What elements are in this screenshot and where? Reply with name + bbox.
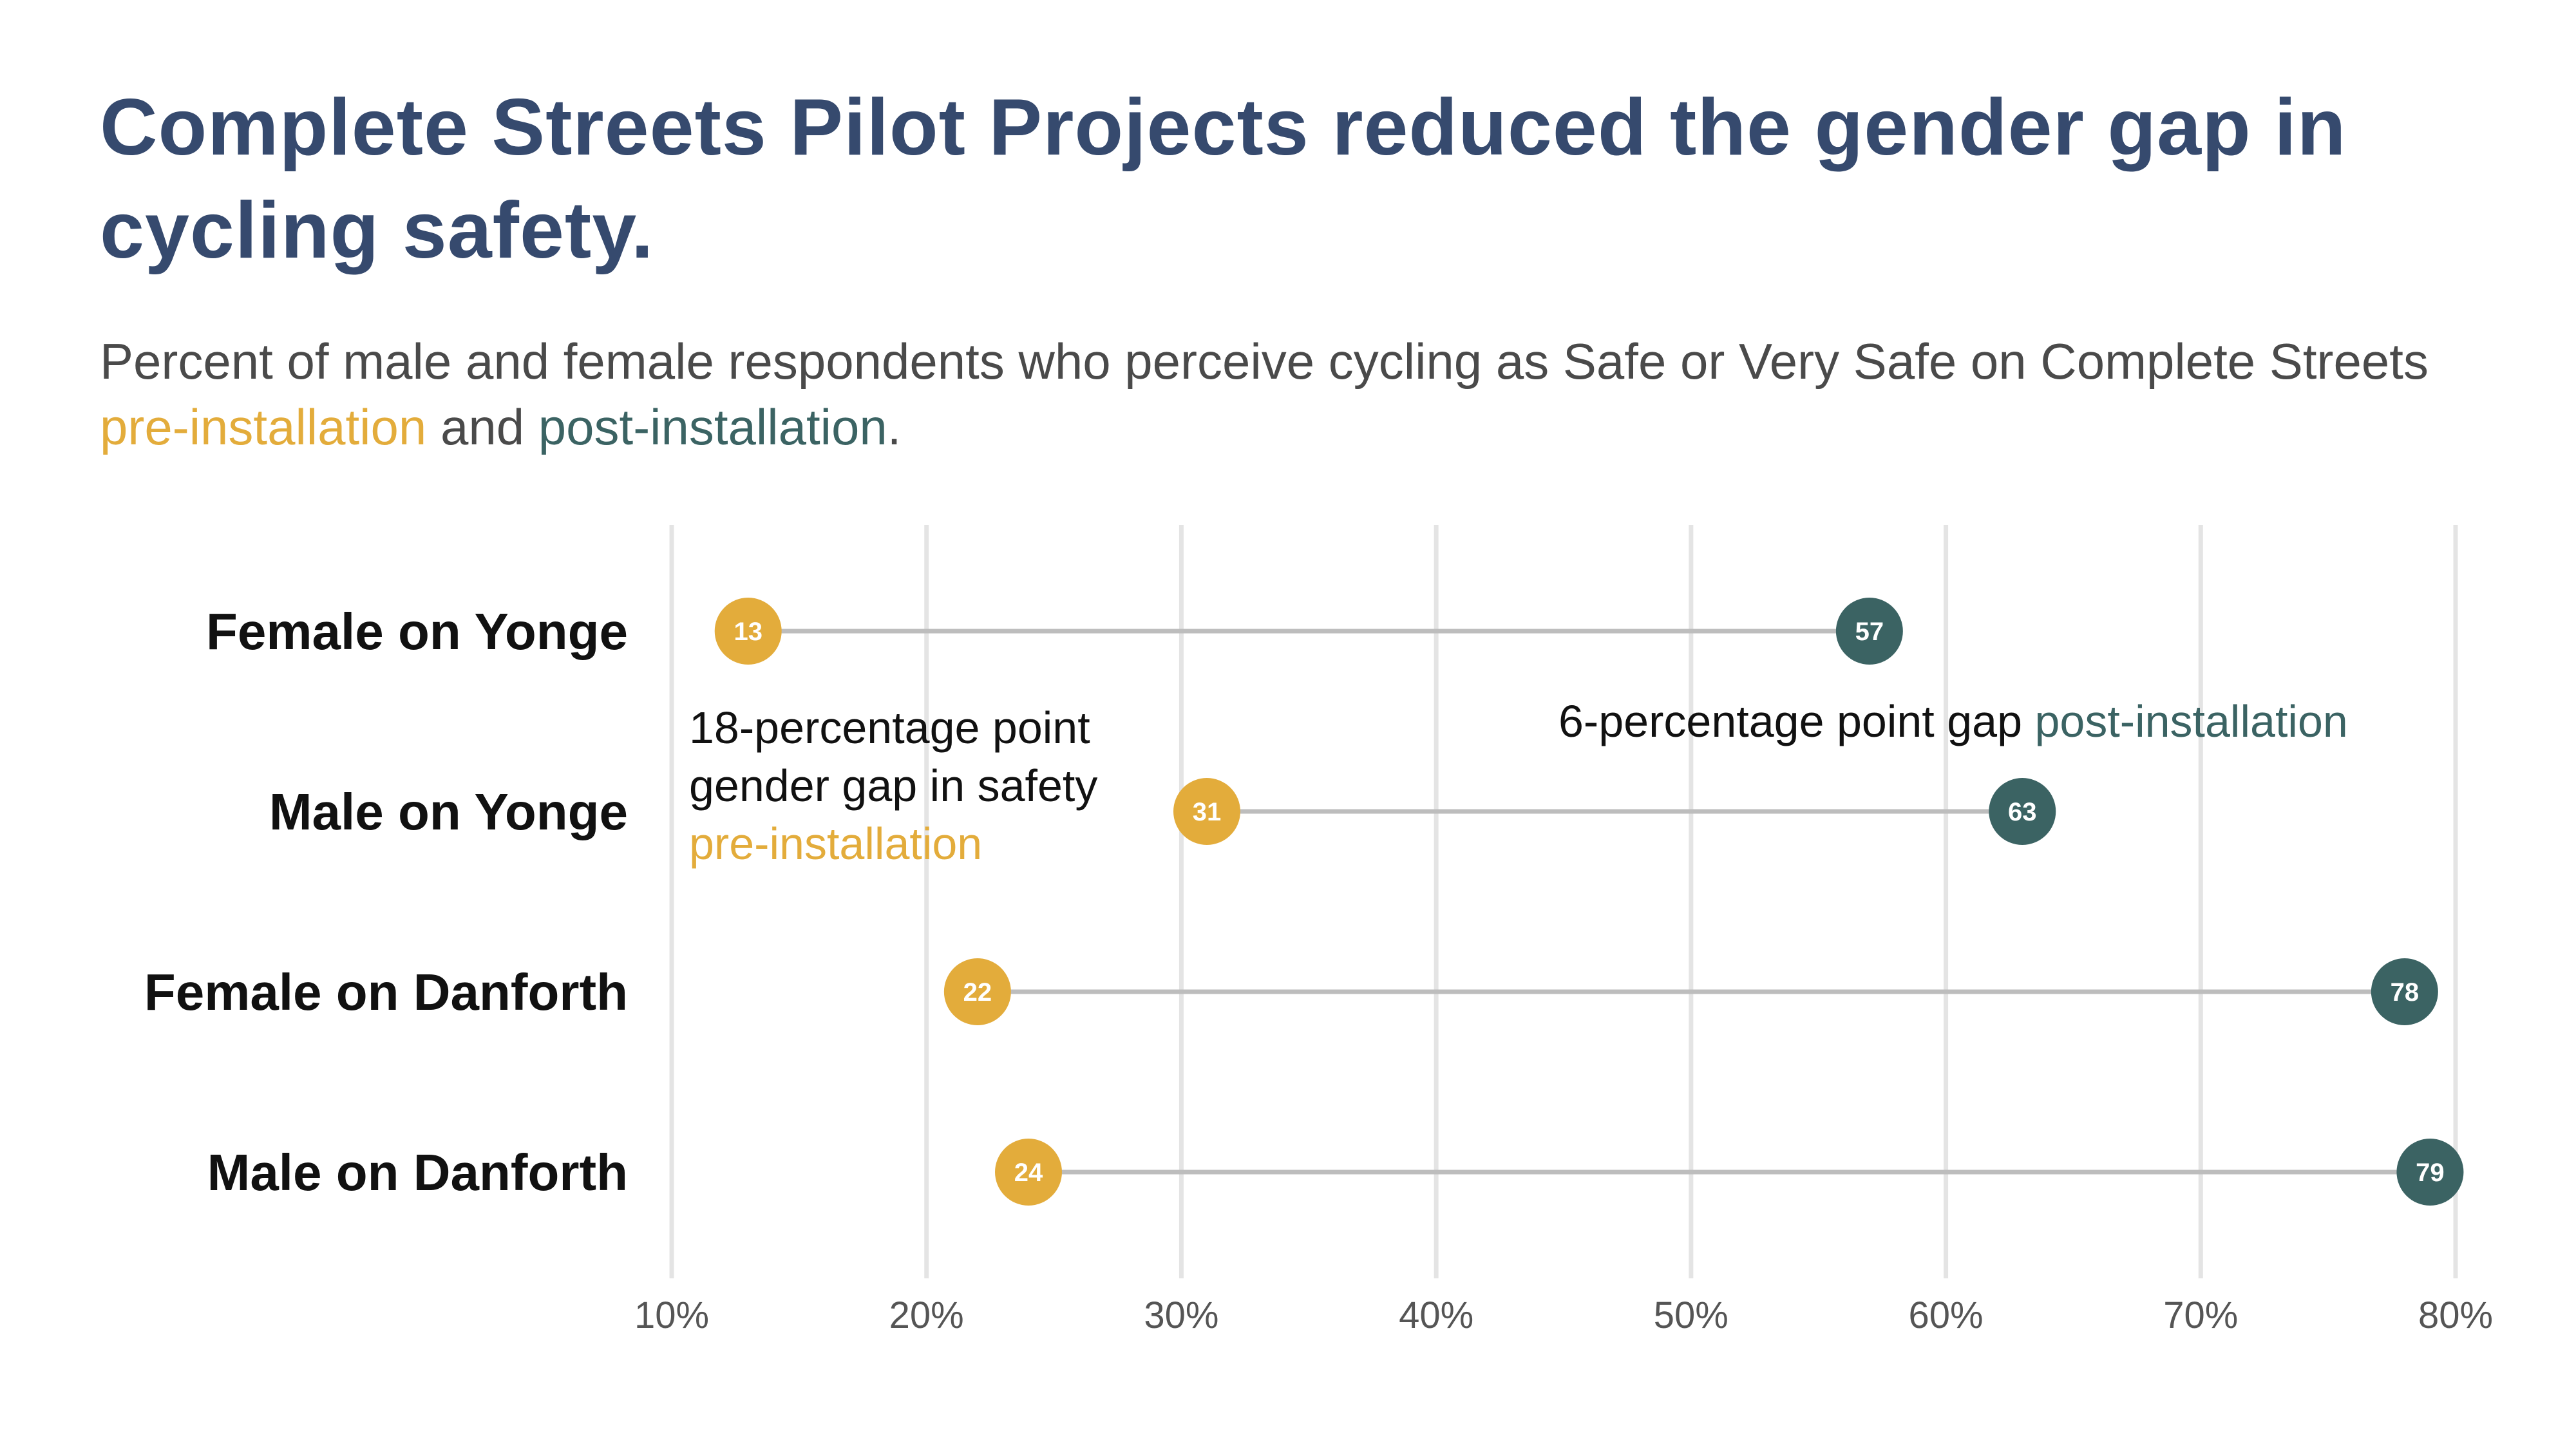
- category-label: Male on Danforth: [207, 1144, 628, 1201]
- chart-title: Complete Streets Pilot Projects reduced …: [100, 83, 2347, 275]
- post-value-label: 63: [2008, 798, 2037, 826]
- annotation-gap-pre: 18-percentage point gender gap in safety…: [689, 699, 1204, 873]
- pre-value-label: 22: [963, 978, 992, 1007]
- subtitle-pre-installation: pre-installation: [100, 399, 427, 455]
- post-value-label: 79: [2416, 1159, 2445, 1187]
- post-point: [2396, 1139, 2464, 1206]
- chart-subtitle: Percent of male and female respondents w…: [100, 328, 2450, 460]
- post-point: [1989, 778, 2056, 845]
- pre-value-label: 24: [1014, 1159, 1043, 1187]
- post-point: [2371, 958, 2438, 1025]
- pre-value-label: 31: [1193, 798, 1222, 826]
- annotation-gap-post: 6-percentage point gap post-installation: [1558, 692, 2473, 750]
- annotation-gap-post-highlight: post-installation: [2034, 696, 2348, 746]
- category-label: Male on Yonge: [269, 783, 628, 840]
- pre-point: [714, 598, 782, 665]
- x-tick-label: 40%: [1399, 1294, 1473, 1336]
- annotation-gap-post-text: 6-percentage point gap: [1558, 696, 2035, 746]
- subtitle-text-3: .: [887, 399, 902, 455]
- x-tick-label: 50%: [1654, 1294, 1728, 1336]
- category-label: Female on Yonge: [206, 603, 628, 660]
- post-value-label: 57: [1855, 618, 1884, 646]
- x-tick-label: 30%: [1144, 1294, 1218, 1336]
- pre-point: [943, 958, 1011, 1025]
- pre-point: [995, 1139, 1062, 1206]
- x-tick-label: 80%: [2418, 1294, 2493, 1336]
- pre-value-label: 13: [734, 618, 762, 646]
- subtitle-text-2: and: [426, 399, 538, 455]
- post-value-label: 78: [2391, 978, 2420, 1007]
- x-tick-label: 10%: [634, 1294, 709, 1336]
- annotation-gap-pre-highlight: pre-installation: [689, 819, 983, 869]
- subtitle-post-installation: post-installation: [538, 399, 887, 455]
- subtitle-text-1: Percent of male and female respondents w…: [100, 333, 2429, 390]
- pre-point: [1173, 778, 1240, 845]
- annotation-gap-pre-text: 18-percentage point gender gap in safety: [689, 703, 1098, 811]
- category-label: Female on Danforth: [144, 963, 628, 1021]
- post-point: [1835, 598, 1903, 665]
- x-tick-label: 20%: [889, 1294, 964, 1336]
- x-tick-label: 60%: [1909, 1294, 1984, 1336]
- x-tick-label: 70%: [2163, 1294, 2238, 1336]
